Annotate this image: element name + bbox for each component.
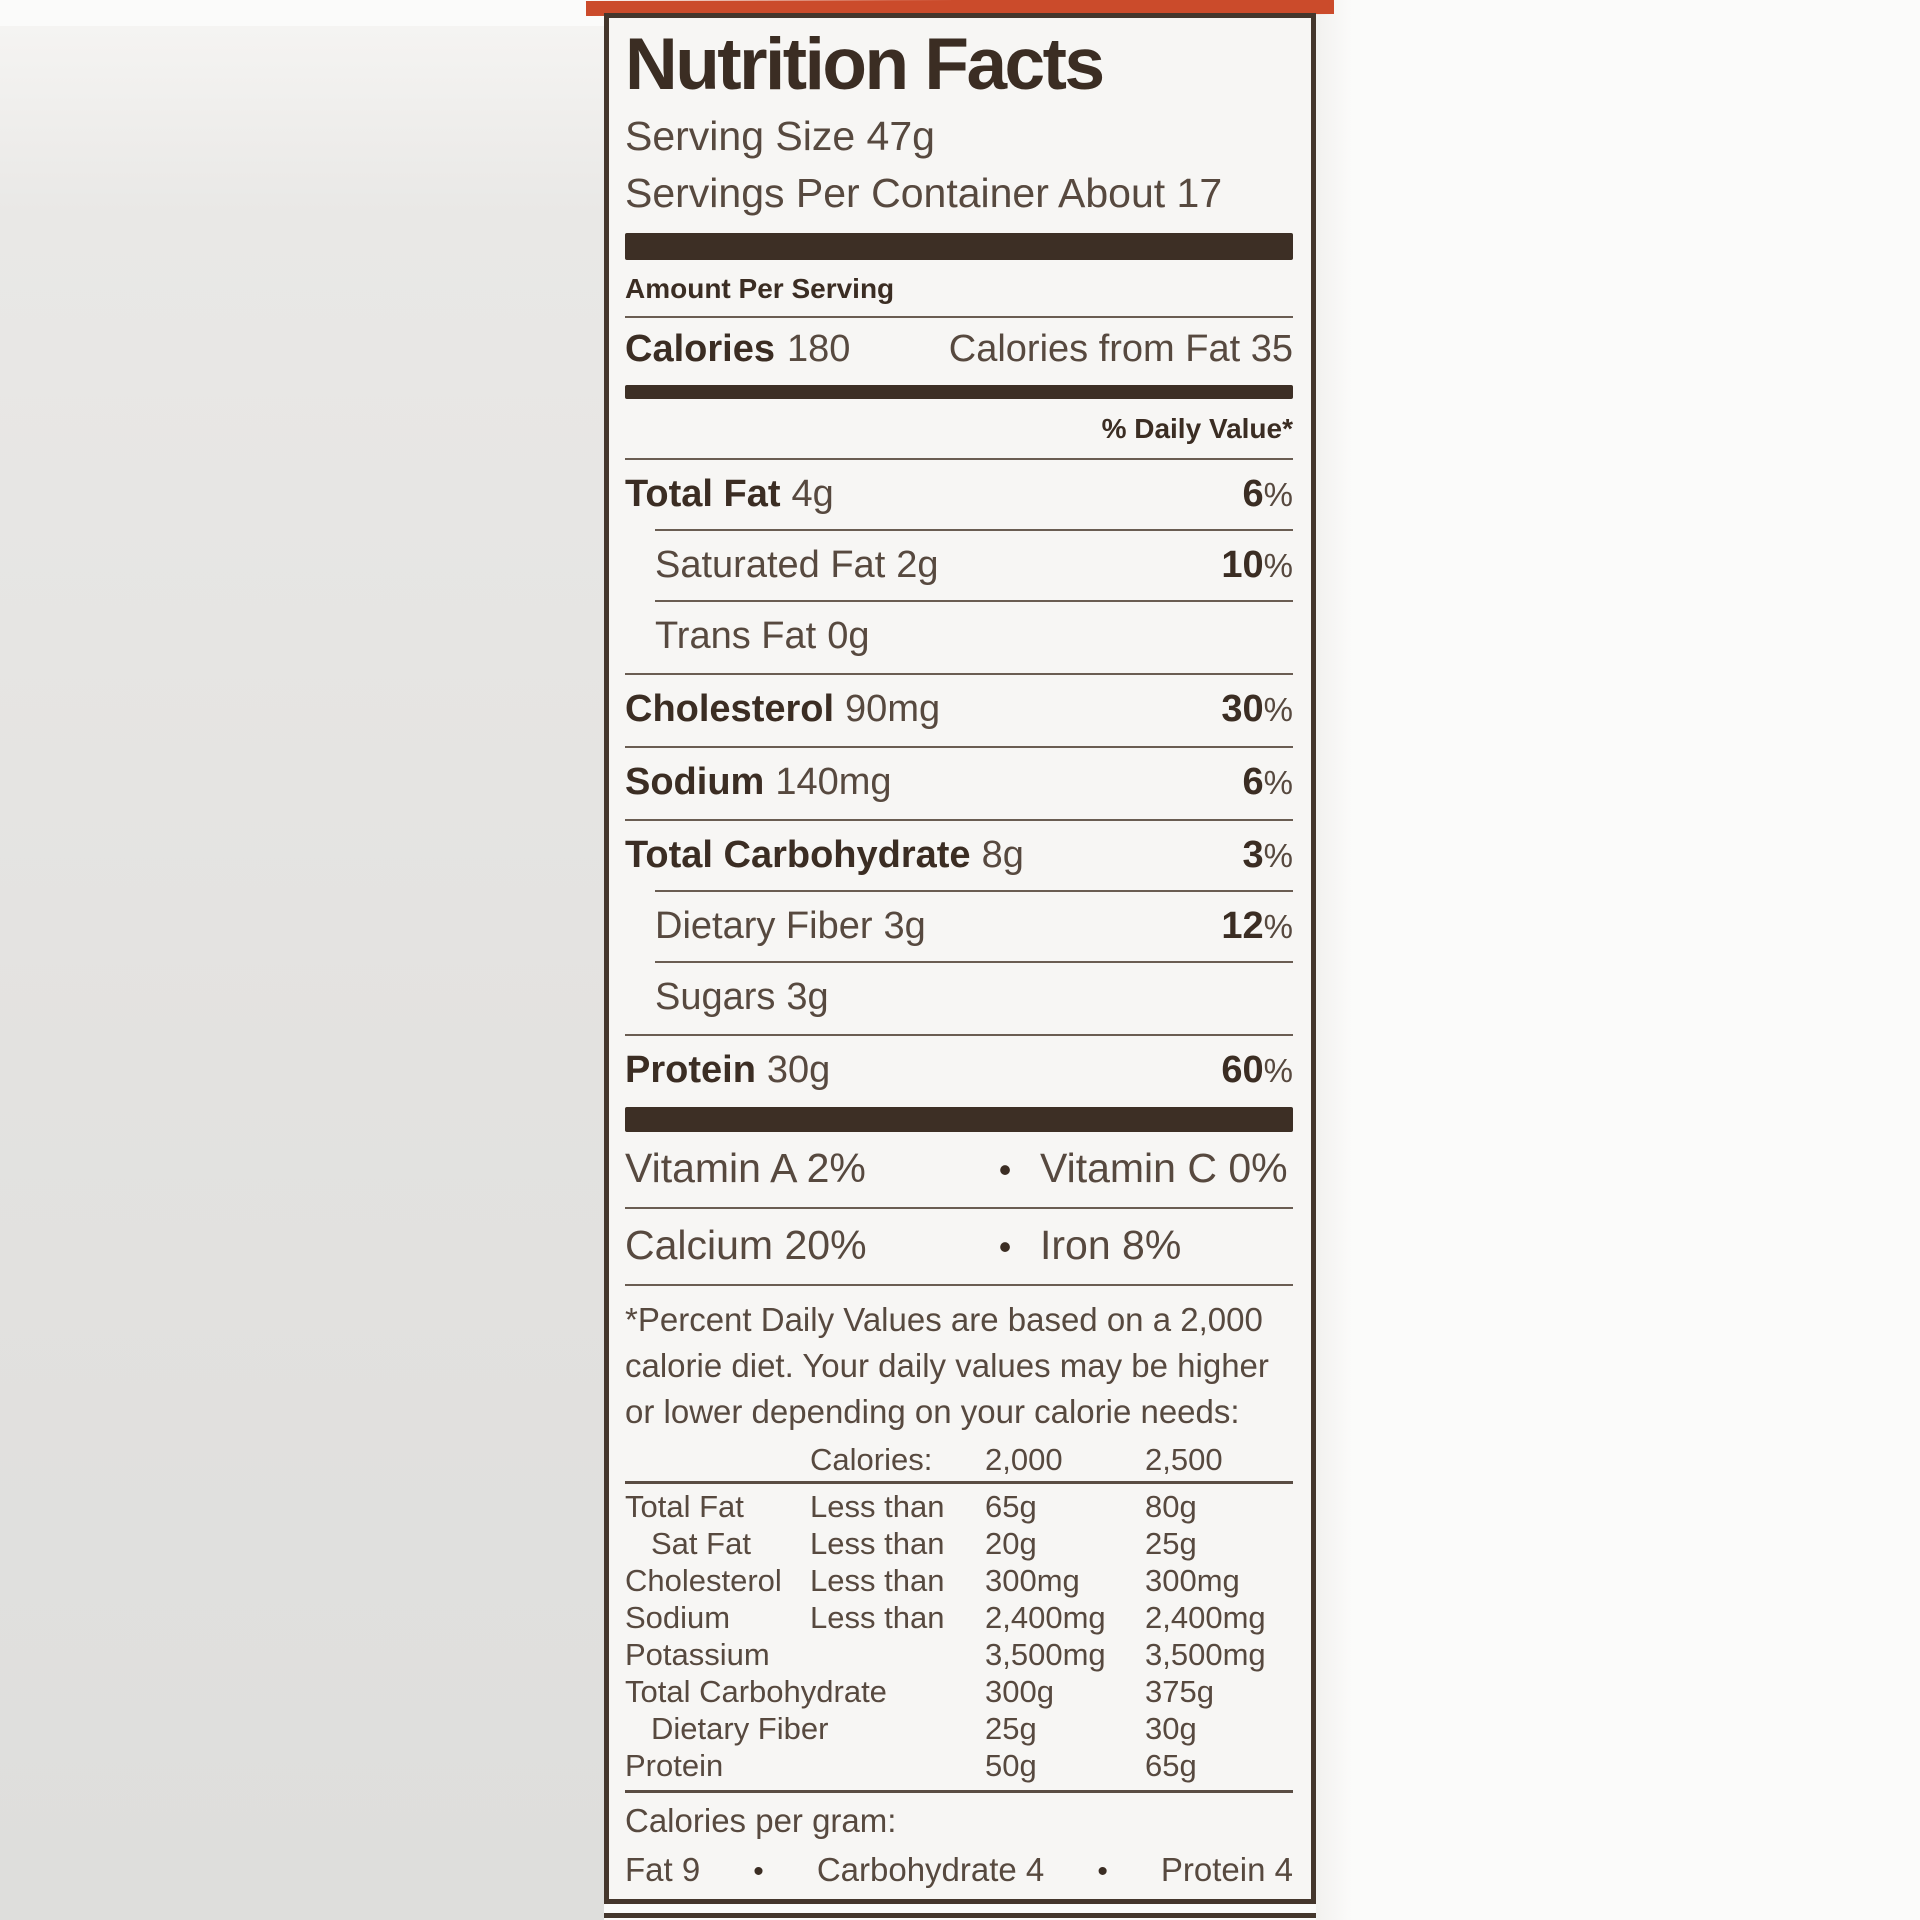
nutrient-row-sugars: Sugars 3g bbox=[625, 961, 1293, 1034]
nutrient-row-total-carbohydrate: Total Carbohydrate 8g 3% bbox=[625, 819, 1293, 892]
servings-per-container: Servings Per Container About 17 bbox=[625, 170, 1223, 217]
footnote-line: calorie diet. Your daily values may be h… bbox=[625, 1347, 1269, 1385]
calories-amount: Calories 180 bbox=[625, 328, 850, 371]
table-row: Protein 50g 65g bbox=[625, 1748, 1197, 1784]
cpg-fat: Fat 9 bbox=[625, 1851, 701, 1889]
table-row: Total Carbohydrate 300g 375g bbox=[625, 1674, 1214, 1710]
footnote-line: *Percent Daily Values are based on a 2,0… bbox=[625, 1301, 1263, 1339]
nutrient-row-trans-fat: Trans Fat 0g bbox=[625, 600, 1293, 673]
nutrient-name-amount: Sodium 140mg bbox=[625, 761, 892, 804]
next-panel-top-border bbox=[604, 1913, 1316, 1918]
nutrient-name-amount: Dietary Fiber 3g bbox=[655, 905, 926, 948]
nutrient-name-amount: Saturated Fat 2g bbox=[655, 544, 939, 587]
divider-thick-vitamins bbox=[625, 1107, 1293, 1133]
daily-value-header: % Daily Value* bbox=[625, 406, 1293, 461]
table-row: Total Fat Less than 65g 80g bbox=[625, 1489, 1197, 1525]
table-row: Sodium Less than 2,400mg 2,400mg bbox=[625, 1600, 1266, 1636]
nutrient-dv: 30% bbox=[1221, 688, 1293, 731]
table-row: Potassium 3,500mg 3,500mg bbox=[625, 1637, 1266, 1673]
nutrient-row-dietary-fiber: Dietary Fiber 3g 12% bbox=[625, 890, 1293, 963]
nutrient-row-protein: Protein 30g 60% bbox=[625, 1034, 1293, 1107]
footnote-line: or lower depending on your calorie needs… bbox=[625, 1393, 1240, 1431]
header-calories: Calories: bbox=[810, 1442, 933, 1478]
nutrient-row-cholesterol: Cholesterol 90mg 30% bbox=[625, 673, 1293, 746]
calories-from-fat: Calories from Fat 35 bbox=[948, 328, 1293, 371]
nutrient-dv: 60% bbox=[1221, 1049, 1293, 1092]
vitamin-row-calcium-iron: Calcium 20% • Iron 8% bbox=[625, 1209, 1293, 1287]
nutrient-dv: 6% bbox=[1242, 473, 1293, 516]
table-header-row: Calories: 2,000 2,500 bbox=[625, 1441, 1293, 1485]
nutrient-name-amount: Trans Fat 0g bbox=[655, 615, 870, 658]
table-row: Cholesterol Less than 300mg 300mg bbox=[625, 1563, 1240, 1599]
divider-medium bbox=[625, 385, 1293, 400]
nutrient-name-amount: Cholesterol 90mg bbox=[625, 688, 941, 731]
calcium: Calcium 20% bbox=[625, 1222, 867, 1269]
nutrient-row-saturated-fat: Saturated Fat 2g 10% bbox=[625, 529, 1293, 602]
nutrient-name-amount: Total Carbohydrate 8g bbox=[625, 834, 1024, 877]
vitamin-c: Vitamin C 0% bbox=[1040, 1145, 1288, 1192]
header-2500: 2,500 bbox=[1145, 1442, 1223, 1478]
background-left-gutter bbox=[0, 26, 604, 1920]
nutrition-facts-panel: Nutrition Facts Serving Size 47g Serving… bbox=[604, 13, 1316, 1904]
nutrient-row-total-fat: Total Fat 4g 6% bbox=[625, 460, 1293, 531]
vitamin-a: Vitamin A 2% bbox=[625, 1145, 866, 1192]
nutrient-dv: 6% bbox=[1242, 761, 1293, 804]
bullet-separator: • bbox=[753, 1855, 764, 1889]
bullet-separator: • bbox=[1097, 1855, 1108, 1889]
bullet-separator: • bbox=[998, 1226, 1012, 1268]
amount-per-serving-heading: Amount Per Serving bbox=[625, 273, 1293, 319]
nutrient-dv: 3% bbox=[1242, 834, 1293, 877]
divider-thick-top bbox=[625, 233, 1293, 261]
daily-values-table: Calories: 2,000 2,500 Total Fat Less tha… bbox=[625, 1441, 1293, 1784]
nutrient-row-sodium: Sodium 140mg 6% bbox=[625, 746, 1293, 819]
background-right-gutter bbox=[1316, 0, 1920, 1920]
header-2000: 2,000 bbox=[985, 1442, 1063, 1478]
calories-per-gram-section: Calories per gram: Fat 9 • Carbohydrate … bbox=[625, 1790, 1293, 1903]
daily-values-footnote: *Percent Daily Values are based on a 2,0… bbox=[625, 1286, 1293, 1441]
nutrient-dv: 12% bbox=[1221, 905, 1293, 948]
cpg-carbohydrate: Carbohydrate 4 bbox=[816, 1851, 1045, 1889]
nutrition-facts-title: Nutrition Facts bbox=[625, 24, 1105, 105]
nutrient-dv: 10% bbox=[1221, 544, 1293, 587]
nutrient-name-amount: Total Fat 4g bbox=[625, 473, 834, 516]
calories-per-gram-row: Fat 9 • Carbohydrate 4 • Protein 4 bbox=[625, 1842, 1293, 1903]
calories-per-gram-label: Calories per gram: bbox=[625, 1802, 897, 1840]
table-row: Dietary Fiber 25g 30g bbox=[651, 1711, 1197, 1747]
cpg-protein: Protein 4 bbox=[1160, 1851, 1293, 1889]
calories-row: Calories 180 Calories from Fat 35 bbox=[625, 318, 1293, 382]
bullet-separator: • bbox=[998, 1149, 1012, 1191]
vitamin-row-a-c: Vitamin A 2% • Vitamin C 0% bbox=[625, 1132, 1293, 1210]
nutrient-name-amount: Protein 30g bbox=[625, 1049, 831, 1092]
nutrient-name-amount: Sugars 3g bbox=[655, 976, 829, 1019]
iron: Iron 8% bbox=[1040, 1222, 1182, 1269]
serving-size: Serving Size 47g bbox=[625, 113, 935, 160]
calories-value: 180 bbox=[786, 328, 851, 371]
calories-label: Calories bbox=[625, 328, 775, 371]
table-row: Sat Fat Less than 20g 25g bbox=[651, 1526, 1197, 1562]
